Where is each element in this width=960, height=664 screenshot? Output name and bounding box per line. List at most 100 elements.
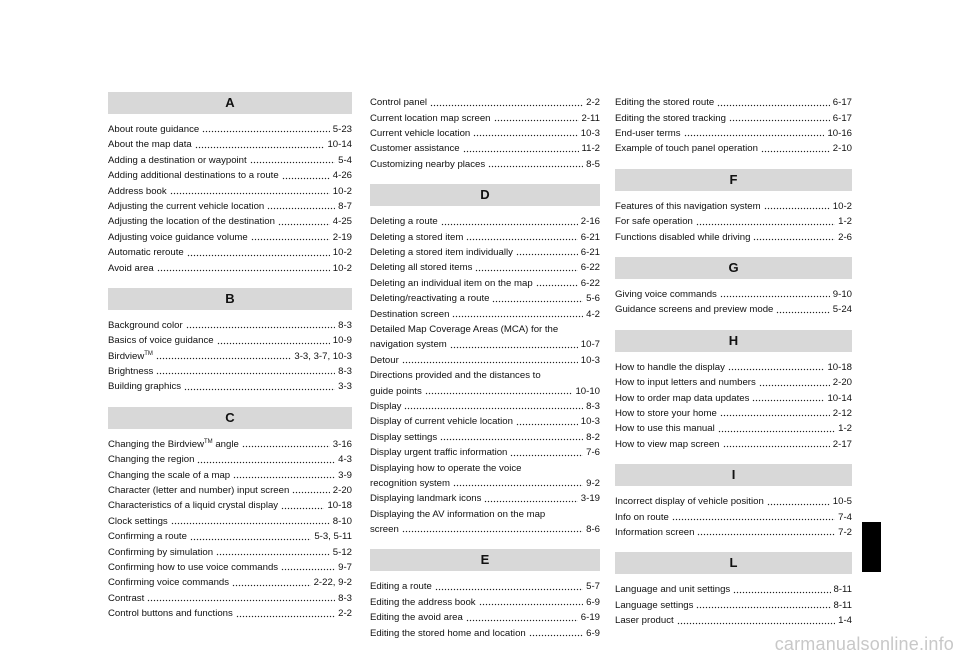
- entry-text: End-user terms: [615, 128, 681, 140]
- index-entry: Displaying landmark icons 3-19: [370, 491, 600, 506]
- entry-text: Detour: [370, 354, 399, 366]
- entry-text: Deleting all stored items: [370, 260, 472, 275]
- entry-row: Features of this navigation system 10-2: [615, 199, 852, 214]
- leader: [697, 533, 836, 537]
- leader: [281, 176, 330, 180]
- entry-text: Deleting a route: [370, 216, 438, 228]
- entry-text: screen: [370, 524, 399, 536]
- entry-text: Deleting all stored items: [370, 262, 473, 274]
- index-entry: Address book 10-2: [108, 184, 352, 199]
- entry-row: Changing the scale of a map 3-9: [108, 468, 352, 483]
- page-ref: 8-3: [338, 319, 352, 331]
- leader: [510, 453, 584, 457]
- leader: [147, 599, 336, 603]
- page-ref: 3-9: [338, 469, 352, 481]
- page-ref: 6-21: [580, 231, 600, 243]
- leader: [462, 149, 579, 153]
- index-entry: Avoid area 10-2: [108, 261, 352, 276]
- entry-row: About route guidance 5-23: [108, 122, 352, 137]
- entry-row: Editing a route 5-7: [370, 579, 600, 594]
- index-entry: Changing the scale of a map 3-9: [108, 468, 352, 483]
- entry-text: Giving voice commands: [615, 289, 717, 301]
- leader: [156, 268, 330, 272]
- index-entry: Character (letter and number) input scre…: [108, 483, 352, 498]
- entry-row: Confirming voice commands 2-22, 9-2: [108, 575, 352, 590]
- entry-text: Display: [370, 400, 402, 412]
- entry-text: Editing the stored route: [615, 95, 714, 110]
- entry-text: For safe operation: [615, 214, 693, 229]
- entry-text: Editing the stored tracking: [615, 112, 726, 124]
- entry-text: Editing the avoid area: [370, 610, 463, 625]
- leader: [452, 484, 584, 488]
- index-entry: Giving voice commands 9-10: [615, 287, 852, 302]
- entry-text: Deleting/reactivating a route: [370, 293, 490, 305]
- entry-row: Control buttons and functions 2-2: [108, 606, 352, 621]
- entry-row: Display of current vehicle location 10-3: [370, 414, 600, 429]
- entry-text: For safe operation: [615, 216, 693, 228]
- page-ref: 10-18: [827, 361, 852, 373]
- entry-row: Customer assistance 11-2: [370, 141, 600, 156]
- page-ref: 8-2: [586, 431, 600, 443]
- entry-text: Information screen: [615, 526, 695, 538]
- leader: [515, 253, 578, 257]
- page-ref: 5-12: [332, 546, 352, 558]
- entry-text: Display of current vehicle location: [370, 414, 513, 429]
- page-ref: 1-4: [838, 615, 852, 627]
- entry-text: Editing the address book: [370, 595, 476, 610]
- entry-text: Birdview: [108, 350, 145, 362]
- entry-text: Display: [370, 399, 401, 414]
- entry-text: Changing the scale of a map: [108, 468, 230, 483]
- index-entry: Displaying the AV information on the map…: [370, 507, 600, 538]
- index-column: A About route guidance 5-23 About the map d…: [108, 92, 352, 622]
- index-entry: Language and unit settings 8-11: [615, 582, 852, 597]
- entry-row: Language and unit settings 8-11: [615, 582, 852, 597]
- page-ref: 10-3: [580, 128, 600, 140]
- leader: [267, 207, 336, 211]
- leader: [449, 345, 578, 349]
- leader: [430, 103, 584, 107]
- index-entry: Adjusting the current vehicle location 8-…: [108, 199, 352, 214]
- entry-row: Editing the address book 6-9: [370, 595, 600, 610]
- index-entry: Information screen 7-2: [615, 525, 852, 540]
- entry-row: End-user terms 10-16: [615, 126, 852, 141]
- entry-text: Functions disabled while driving: [615, 231, 751, 243]
- entry-text: Confirming by simulation: [108, 545, 213, 560]
- leader: [155, 357, 292, 361]
- entry-text: Control buttons and functions: [108, 608, 233, 620]
- entry-text: Character (letter and number) input scre…: [108, 483, 289, 498]
- entry-text: Confirming a route: [108, 529, 187, 544]
- entry-text: navigation system: [370, 339, 447, 351]
- entry-row: Example of touch panel operation 2-10: [615, 141, 852, 156]
- entry-text: Changing the region: [108, 452, 194, 467]
- entry-text: Info on route: [615, 511, 669, 523]
- entry-text: Confirming how to use voice commands: [108, 561, 279, 573]
- entry-text: Functions disabled while driving: [615, 230, 750, 245]
- page-ref: 8-6: [586, 524, 600, 536]
- leader: [671, 517, 836, 521]
- entry-text: Deleting a stored item: [370, 230, 463, 245]
- entry-text: Destination screen: [370, 307, 449, 322]
- index-entry: Editing the stored tracking 6-17: [615, 111, 852, 126]
- entry-text: Features of this navigation system: [615, 199, 761, 214]
- entry-row: Deleting/reactivating a route 5-6: [370, 291, 600, 306]
- index-entry: Functions disabled while driving 2-6: [615, 230, 852, 245]
- page-ref: 5-7: [586, 581, 600, 593]
- entry-text: Character (letter and number) input scre…: [108, 485, 290, 497]
- entry-text: How to input letters and numbers: [615, 375, 756, 390]
- page-ref: 5-23: [332, 123, 352, 135]
- leader: [232, 583, 311, 587]
- entry-text: Features of this navigation system: [615, 200, 761, 212]
- entry-text: Giving voice commands: [615, 287, 717, 302]
- entry-row: Character (letter and number) input scre…: [108, 483, 352, 498]
- leader: [185, 326, 336, 330]
- leader: [401, 361, 578, 365]
- index-entry: Customizing nearby places 8-5: [370, 157, 600, 172]
- index-entry: Confirming voice commands 2-22, 9-2: [108, 575, 352, 590]
- entry-text: Editing the stored tracking: [615, 111, 726, 126]
- page-ref: 3-16: [332, 438, 352, 450]
- entry-text: Adding additional destinations to a rout…: [108, 170, 279, 182]
- entry-text: Displaying landmark icons: [370, 491, 481, 506]
- entry-row: Deleting a route 2-16: [370, 214, 600, 229]
- entry-text: Detailed Map Coverage Areas (MCA) for th…: [370, 323, 559, 335]
